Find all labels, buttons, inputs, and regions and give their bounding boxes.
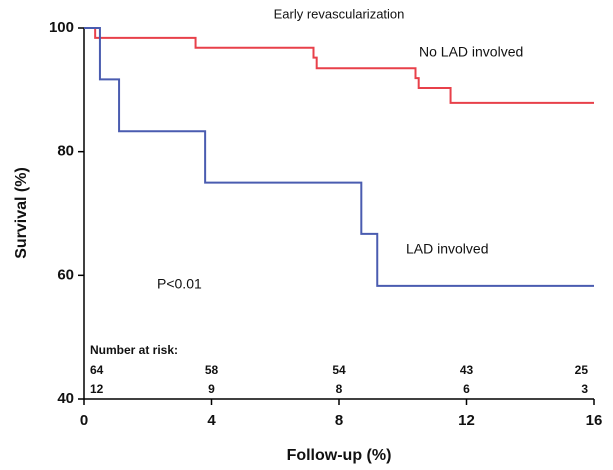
risk-count: 58 [205,363,219,377]
risk-count: 25 [575,363,589,377]
risk-count: 8 [336,382,343,396]
risk-count: 12 [90,382,104,396]
series-label: No LAD involved [419,44,523,60]
x-tick-label: 4 [207,412,216,429]
risk-count: 64 [90,363,104,377]
risk-count: 54 [332,363,346,377]
risk-count: 9 [208,382,215,396]
chart-title: Early revascularization [274,6,405,21]
risk-count: 6 [463,382,470,396]
risk-table-title: Number at risk: [90,343,178,357]
y-tick-label: 60 [57,266,74,283]
y-axis-label: Survival (%) [13,167,30,259]
y-tick-label: 40 [57,390,74,407]
x-tick-label: 0 [80,412,88,429]
survival-line [84,27,594,104]
risk-count: 3 [581,382,588,396]
y-tick-label: 80 [57,143,74,160]
series-label: LAD involved [406,241,489,257]
x-tick-label: 16 [586,412,603,429]
x-tick-label: 12 [458,412,475,429]
x-axis-label: Follow-up (%) [287,447,392,464]
y-tick-label: 100 [49,19,74,36]
x-tick-label: 8 [335,412,343,429]
annotation: P<0.01 [157,276,202,292]
risk-count: 43 [460,363,474,377]
survival-line [84,27,594,287]
